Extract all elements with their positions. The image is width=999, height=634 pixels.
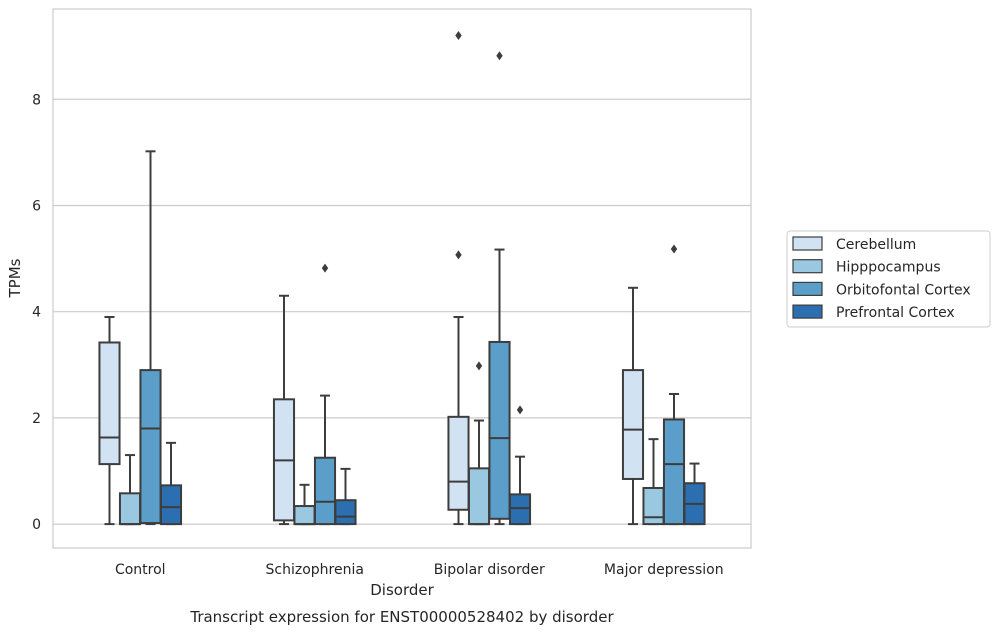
box-body xyxy=(467,467,491,526)
outlier-point xyxy=(455,250,462,260)
x-tick-labels: Control Schizophrenia Bipolar disorder Majo… xyxy=(115,562,724,578)
outlier-point xyxy=(455,31,462,41)
chart-caption: Transcript expression for ENST0000052840… xyxy=(189,608,614,626)
box-body xyxy=(642,486,665,526)
box xyxy=(488,51,511,526)
box-body xyxy=(159,484,183,526)
box-body xyxy=(508,493,532,526)
outlier-point xyxy=(516,405,524,415)
plot-frame xyxy=(52,8,752,549)
legend-label: Prefrontal Cortex xyxy=(836,305,955,321)
box-body xyxy=(98,341,121,466)
outlier-point xyxy=(496,51,503,61)
box xyxy=(313,263,337,526)
legend-label: Cerebellum xyxy=(836,237,916,253)
box-body xyxy=(334,499,357,526)
box xyxy=(621,286,645,526)
x-axis-title: Disorder xyxy=(370,581,434,599)
box xyxy=(683,462,706,526)
box xyxy=(272,294,296,526)
box-body xyxy=(662,418,686,526)
box-body xyxy=(118,492,142,526)
box xyxy=(98,316,121,526)
legend-frame xyxy=(786,230,991,328)
box-body xyxy=(488,340,511,520)
boxes-layer xyxy=(98,31,706,526)
box xyxy=(118,454,142,526)
box xyxy=(334,467,357,526)
box xyxy=(139,150,162,526)
y-tick-label: 8 xyxy=(32,92,41,108)
legend-swatch xyxy=(792,304,823,319)
box-body xyxy=(313,456,337,526)
y-tick-label: 0 xyxy=(32,517,41,533)
box xyxy=(508,405,532,526)
y-tick-label: 6 xyxy=(32,198,41,214)
x-tick-label: Schizophrenia xyxy=(266,562,364,578)
outlier-point xyxy=(670,244,678,254)
y-tick-label: 4 xyxy=(32,305,41,321)
legend-swatch xyxy=(792,236,823,251)
outlier-point xyxy=(321,263,329,273)
legend-swatch xyxy=(792,281,823,296)
x-tick-label: Control xyxy=(115,562,166,578)
y-axis-title: TPMs xyxy=(6,258,24,298)
box xyxy=(293,483,316,526)
y-tick-label: 2 xyxy=(32,411,41,427)
box xyxy=(447,31,470,526)
box xyxy=(467,361,491,526)
box xyxy=(662,244,686,526)
legend-label: Hipppocampus xyxy=(836,260,941,276)
outlier-point xyxy=(475,361,483,371)
x-tick-label: Bipolar disorder xyxy=(434,562,545,578)
legend-swatch xyxy=(792,259,823,274)
box-body xyxy=(621,369,645,480)
box-body xyxy=(139,369,162,525)
x-tick-label: Major depression xyxy=(604,562,724,578)
box xyxy=(159,441,183,526)
box-body xyxy=(447,415,470,511)
box xyxy=(642,438,665,526)
y-tick-labels: 0 2 4 6 8 xyxy=(32,92,41,533)
box-body xyxy=(293,505,316,526)
legend: Cerebellum Hipppocampus Orbitofontal Corte… xyxy=(786,230,991,328)
legend-label: Orbitofontal Cortex xyxy=(836,282,971,298)
